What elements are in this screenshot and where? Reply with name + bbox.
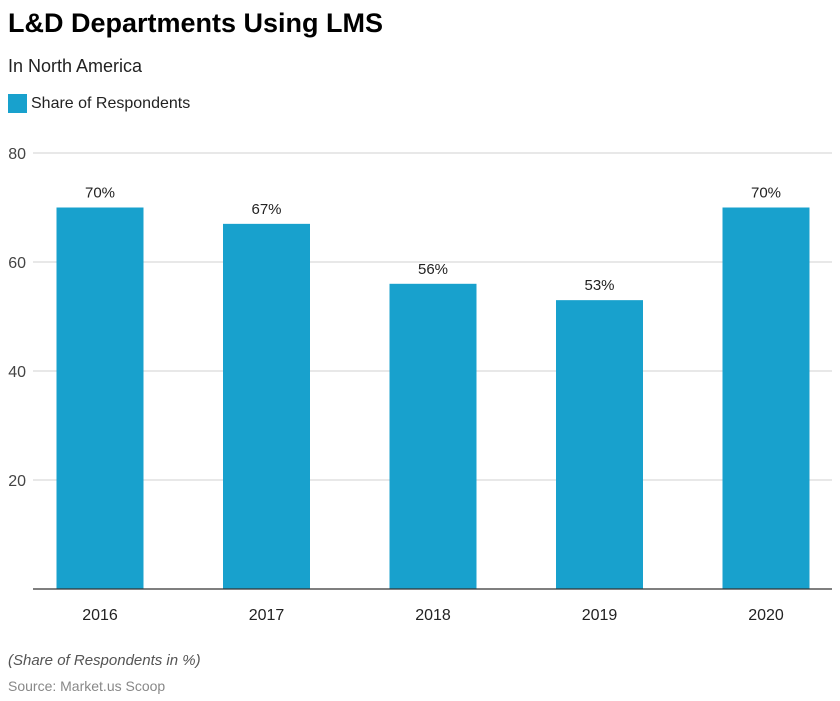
x-tick-label: 2018 [415,607,451,624]
legend: Share of Respondents [8,94,190,113]
bar [556,300,643,589]
data-label: 70% [751,185,781,202]
bar [56,207,144,589]
y-tick-label: 60 [8,255,26,272]
bar [722,207,810,589]
x-tick-label: 2019 [582,607,618,624]
data-label: 53% [584,277,614,294]
chart-subtitle: In North America [8,56,143,76]
legend-label: Share of Respondents [31,94,191,112]
y-tick-label: 20 [8,473,26,490]
data-label: 67% [251,201,281,218]
bar [389,283,477,589]
chart-note: (Share of Respondents in %) [8,652,201,669]
x-tick-label: 2016 [82,607,118,624]
bar [223,223,310,589]
data-label: 70% [85,185,115,202]
x-tick-label: 2020 [748,607,784,624]
y-tick-label: 80 [8,146,26,163]
data-label: 56% [418,261,448,278]
legend-swatch [8,94,27,113]
y-tick-label: 40 [8,364,26,381]
chart-title: L&D Departments Using LMS [8,8,384,38]
chart-source: Source: Market.us Scoop [8,678,166,694]
x-tick-label: 2017 [249,607,285,624]
